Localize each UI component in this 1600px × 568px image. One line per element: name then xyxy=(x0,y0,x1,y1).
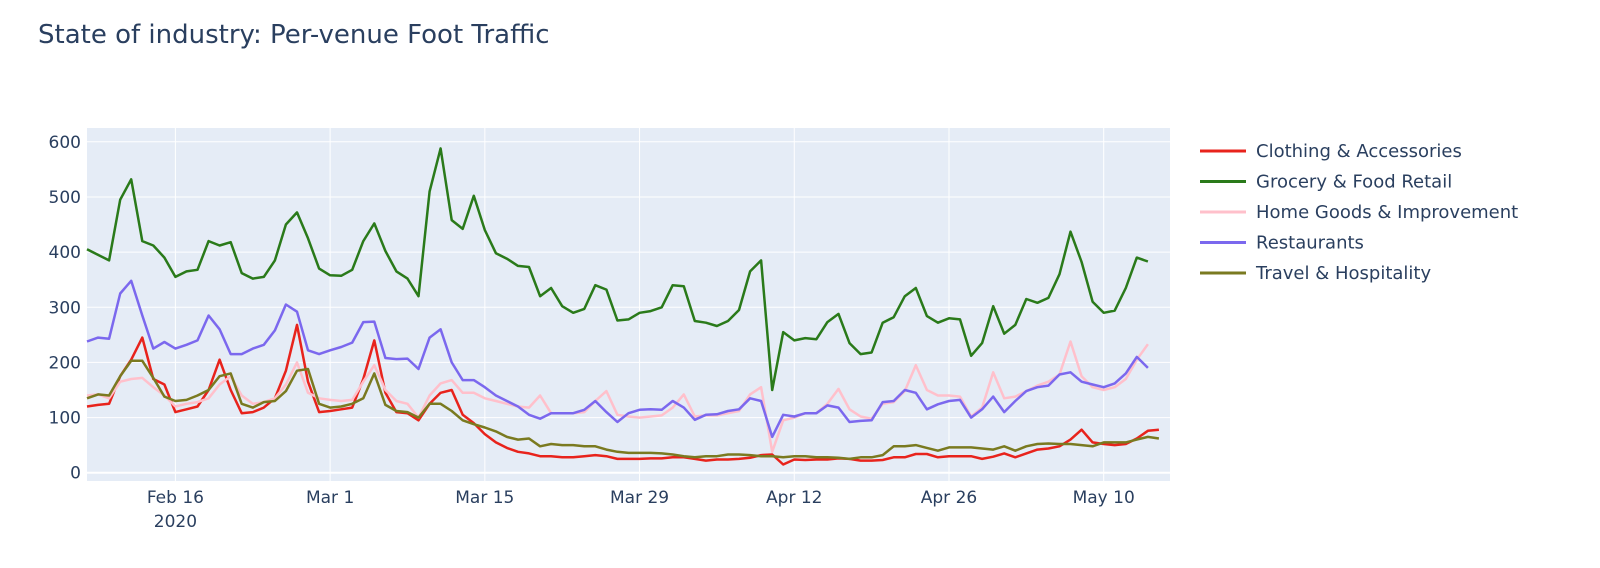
legend-item[interactable]: Restaurants xyxy=(1200,233,1364,254)
x-tick-label: Feb 16 xyxy=(147,488,204,508)
legend-label: Clothing & Accessories xyxy=(1256,141,1462,162)
legend-item[interactable]: Travel & Hospitality xyxy=(1200,263,1431,284)
legend-item[interactable]: Grocery & Food Retail xyxy=(1200,172,1452,193)
y-tick-label: 200 xyxy=(49,353,81,373)
legend-item[interactable]: Home Goods & Improvement xyxy=(1200,202,1518,223)
x-tick-label: Apr 12 xyxy=(766,488,822,508)
x-axis-ticks: Feb 16 2020 Mar 1 Mar 15 Mar 29 Apr 12 Apr 26 M… xyxy=(147,488,1135,532)
y-tick-label: 400 xyxy=(49,243,81,263)
y-tick-label: 100 xyxy=(49,409,81,429)
series-line-clothing-accessories xyxy=(86,323,1160,466)
series-lines xyxy=(86,147,1160,466)
series-line-grocery-food-retail xyxy=(86,147,1149,392)
x-tick-label: May 10 xyxy=(1073,488,1135,508)
x-tick-label: Apr 26 xyxy=(921,488,977,508)
series-line-restaurants xyxy=(86,279,1149,439)
plot-area xyxy=(87,128,1170,481)
legend-label: Restaurants xyxy=(1256,233,1364,254)
x-tick-year-label: 2020 xyxy=(154,512,197,532)
legend-item[interactable]: Clothing & Accessories xyxy=(1200,141,1462,162)
legend-label: Home Goods & Improvement xyxy=(1256,202,1518,223)
y-tick-label: 0 xyxy=(70,464,81,484)
legend[interactable]: Clothing & Accessories Grocery & Food Ret… xyxy=(1200,141,1518,284)
x-tick-label: Mar 15 xyxy=(455,488,514,508)
y-tick-label: 500 xyxy=(49,188,81,208)
x-tick-label: Mar 29 xyxy=(610,488,669,508)
chart-title: State of industry: Per-venue Foot Traffi… xyxy=(38,20,550,50)
x-tick-label: Mar 1 xyxy=(306,488,354,508)
series-line-travel-hospitality xyxy=(86,359,1160,461)
y-tick-label: 300 xyxy=(49,298,81,318)
y-axis-ticks: 0 100 200 300 400 500 600 xyxy=(49,133,81,484)
y-tick-label: 600 xyxy=(49,133,81,153)
legend-label: Travel & Hospitality xyxy=(1255,263,1431,284)
legend-label: Grocery & Food Retail xyxy=(1256,172,1452,193)
